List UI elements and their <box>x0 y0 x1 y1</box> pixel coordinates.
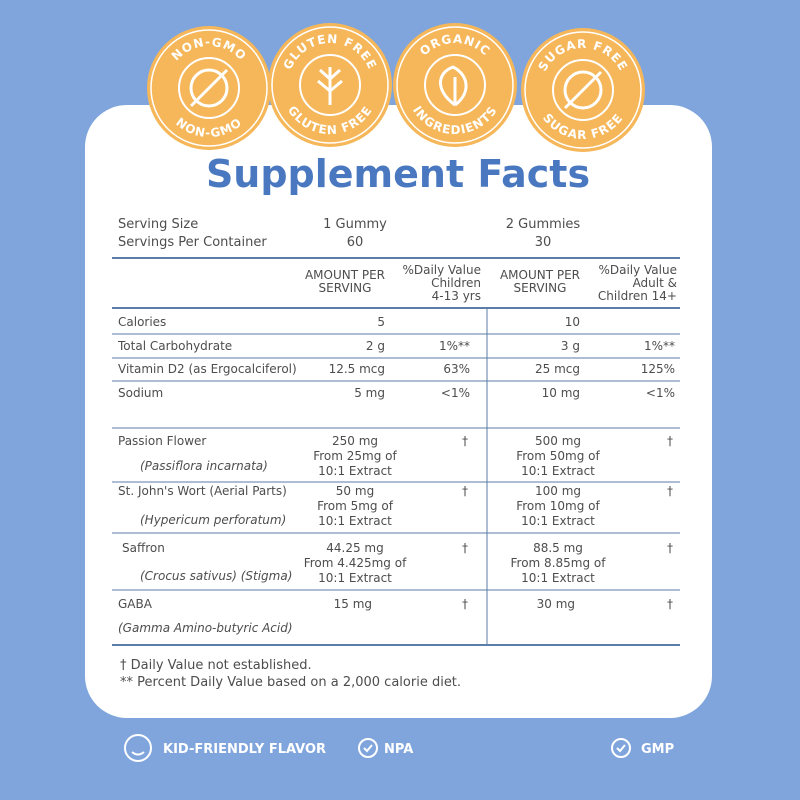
text: 60 <box>347 235 364 250</box>
text: Adult & <box>633 276 677 290</box>
text: 1%** <box>644 339 675 353</box>
text: † <box>462 434 468 448</box>
text: NPA <box>384 742 413 757</box>
text: 10:1 Extract <box>521 571 595 585</box>
text: 5 <box>377 315 385 329</box>
text: Sodium <box>118 386 163 400</box>
badge-ring <box>524 31 642 149</box>
text: † <box>667 541 673 555</box>
icon <box>317 67 343 105</box>
text: 44.25 mg <box>326 541 383 555</box>
text: 100 mg <box>535 484 581 498</box>
text: 25 mcg <box>535 362 580 376</box>
text: 3 g <box>561 339 580 353</box>
text: From 10mg of <box>516 499 600 513</box>
text: 250 mg <box>332 434 378 448</box>
icon <box>439 65 468 107</box>
text: (Crocus sativus) (Stigma) <box>140 569 292 583</box>
text: 5 mg <box>354 386 385 400</box>
text: (Gamma Amino-butyric Acid) <box>118 621 293 635</box>
text: From 5mg of <box>317 499 394 513</box>
text: (Hypericum perforatum) <box>140 513 286 527</box>
text: † <box>667 597 673 611</box>
text: 10:1 Extract <box>318 514 392 528</box>
text: 2 Gummies <box>506 217 581 232</box>
text: 125% <box>641 362 675 376</box>
text: From 8.85mg of <box>511 556 607 570</box>
text: From 50mg of <box>516 449 600 463</box>
text: 10 mg <box>542 386 580 400</box>
badge-inner <box>299 54 361 116</box>
text: 15 mg <box>334 597 372 611</box>
text: † <box>462 541 468 555</box>
text: SERVING <box>319 281 372 295</box>
text: Calories <box>118 315 166 329</box>
text: 1 Gummy <box>323 217 387 232</box>
text: SERVING <box>514 281 567 295</box>
text: † <box>462 484 468 498</box>
text: 10:1 Extract <box>521 514 595 528</box>
text: 50 mg <box>336 484 374 498</box>
badge-ring <box>396 26 514 144</box>
text: 30 mg <box>537 597 575 611</box>
text: AMOUNT PER <box>500 268 580 282</box>
text: Passion Flower <box>118 434 206 448</box>
badge-ring <box>150 29 268 147</box>
text: Children <box>431 276 481 290</box>
text: 30 <box>535 235 552 250</box>
text: 10:1 Extract <box>318 571 392 585</box>
text: 10:1 Extract <box>521 464 595 478</box>
text: KID-FRIENDLY FLAVOR <box>163 742 326 757</box>
text: Servings Per Container <box>118 235 267 250</box>
text: (Passiflora incarnata) <box>140 459 268 473</box>
text: Serving Size <box>118 217 198 232</box>
text: ** Percent Daily Value based on a 2,000 … <box>120 675 461 690</box>
text: 10 <box>565 315 580 329</box>
text: † <box>667 484 673 498</box>
text: 88.5 mg <box>533 541 583 555</box>
text: %Daily Value <box>598 263 677 277</box>
text: GABA <box>118 597 153 611</box>
icon <box>563 70 603 110</box>
text: Children 14+ <box>598 289 677 303</box>
text: 12.5 mcg <box>329 362 385 376</box>
check-icon <box>358 738 378 758</box>
text: 10:1 Extract <box>318 464 392 478</box>
badge-ring <box>271 26 389 144</box>
text: 500 mg <box>535 434 581 448</box>
text: From 25mg of <box>313 449 397 463</box>
text: <1% <box>646 386 675 400</box>
text: Vitamin D2 (as Ergocalciferol) <box>118 362 297 376</box>
kid-icon <box>124 734 152 762</box>
text: Saffron <box>122 541 165 555</box>
text: %Daily Value <box>402 263 481 277</box>
title: Supplement Facts <box>206 152 590 196</box>
badge-inner <box>424 54 486 116</box>
text: <1% <box>441 386 470 400</box>
text: † Daily Value not established. <box>120 658 312 673</box>
text: From 4.425mg of <box>304 556 407 570</box>
text: † <box>667 434 673 448</box>
text: AMOUNT PER <box>305 268 385 282</box>
check-icon <box>616 744 626 753</box>
text: St. John's Wort (Aerial Parts) <box>118 484 287 498</box>
badge-inner <box>178 57 240 119</box>
text: Total Carbohydrate <box>117 339 232 353</box>
text: GMP <box>641 742 674 757</box>
badge-inner <box>552 59 614 121</box>
text: 4-13 yrs <box>432 289 481 303</box>
check-icon <box>611 738 631 758</box>
kid-icon <box>131 751 145 756</box>
check-icon <box>363 744 373 753</box>
text: 2 g <box>366 339 385 353</box>
icon <box>189 68 229 108</box>
text: 63% <box>443 362 470 376</box>
text: † <box>462 597 468 611</box>
text: 1%** <box>439 339 470 353</box>
